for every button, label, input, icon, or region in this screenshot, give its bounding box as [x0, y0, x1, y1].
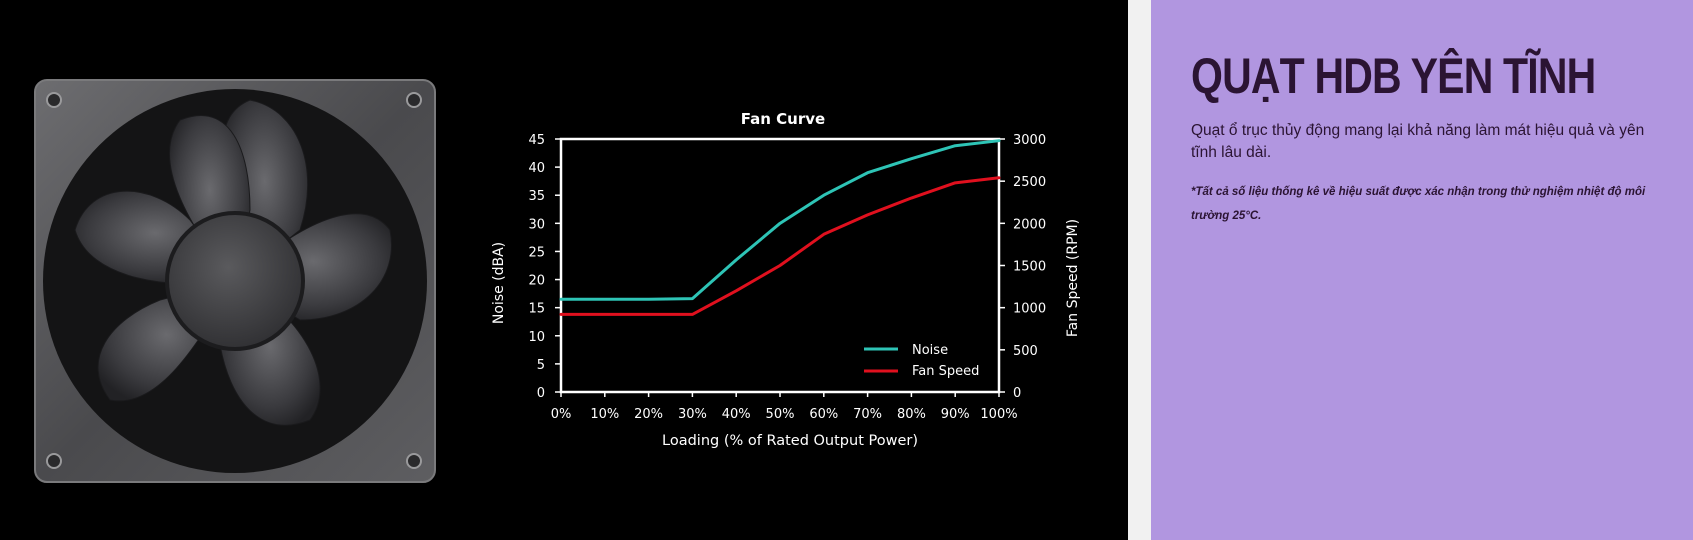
chart-title: Fan Curve [741, 110, 825, 128]
y-left-tick-label: 15 [528, 302, 545, 317]
x-tick-label: 80% [897, 407, 926, 422]
feature-description: Quạt ổ trục thủy động mang lại khả năng … [1191, 122, 1645, 161]
y-left-tick-label: 40 [528, 161, 545, 176]
x-tick-label: 40% [722, 407, 751, 422]
right-axis-ticks: 0 500 1000 1500 2000 2500 3000 [999, 133, 1046, 401]
x-tick-label: 30% [678, 407, 707, 422]
feature-title: QUẠT HDB YÊN TĨNH [1191, 48, 1596, 104]
fan-hub [165, 211, 305, 351]
x-tick-label: 70% [853, 407, 882, 422]
y-right-tick-label: 2500 [1013, 175, 1046, 190]
y-right-tick-label: 2000 [1013, 217, 1046, 232]
y-axis-left-label: Noise (dBA) [491, 242, 507, 324]
y-left-tick-label: 0 [537, 386, 545, 401]
mounting-screws [46, 92, 422, 469]
y-left-tick-label: 25 [528, 245, 545, 260]
x-tick-label: 100% [980, 407, 1017, 422]
y-right-tick-label: 0 [1013, 386, 1021, 401]
y-left-tick-label: 35 [528, 189, 545, 204]
series-line-fan-speed [559, 176, 1001, 316]
x-axis-label: Loading (% of Rated Output Power) [662, 433, 918, 449]
y-left-tick-label: 20 [528, 274, 545, 289]
y-axis-right-label: Fan Speed (RPM) [1065, 219, 1081, 337]
series-line-noise [559, 139, 1001, 301]
series-lines [559, 139, 1001, 316]
x-tick-label: 0% [551, 407, 572, 422]
legend-label-fan-speed: Fan Speed [912, 364, 979, 379]
x-tick-label: 20% [634, 407, 663, 422]
x-axis-ticks: 0% 10% 20% 30% 40% 50% 60% 70% 80% 90% 100% [551, 392, 1018, 422]
x-tick-label: 50% [766, 407, 795, 422]
x-tick-label: 10% [590, 407, 619, 422]
x-tick-label: 90% [941, 407, 970, 422]
feature-description-panel: QUẠT HDB YÊN TĨNH Quạt ổ trục thủy động … [1151, 0, 1693, 540]
y-left-tick-label: 45 [528, 133, 545, 148]
y-right-tick-label: 3000 [1013, 133, 1046, 148]
product-media-area: Fan Curve 0 5 10 15 20 25 30 35 40 45 0 500 1000 150… [34, 79, 1081, 483]
y-left-tick-label: 5 [537, 358, 545, 373]
computer-case-fan-image [34, 79, 436, 483]
legend-label-noise: Noise [912, 343, 948, 358]
feature-footnote: *Tất cả số liệu thống kê về hiệu suất đư… [1191, 186, 1646, 222]
y-right-tick-label: 1500 [1013, 260, 1046, 275]
left-axis-ticks: 0 5 10 15 20 25 30 35 40 45 [528, 133, 561, 401]
y-right-tick-label: 500 [1013, 344, 1038, 359]
chart-legend: Noise Fan Speed [864, 343, 979, 379]
panel-divider [1128, 0, 1151, 540]
y-left-tick-label: 10 [528, 330, 545, 345]
x-tick-label: 60% [809, 407, 838, 422]
y-left-tick-label: 30 [528, 217, 545, 232]
fan-curve-chart: Fan Curve 0 5 10 15 20 25 30 35 40 45 0 500 1000 150… [491, 110, 1081, 449]
y-right-tick-label: 1000 [1013, 302, 1046, 317]
